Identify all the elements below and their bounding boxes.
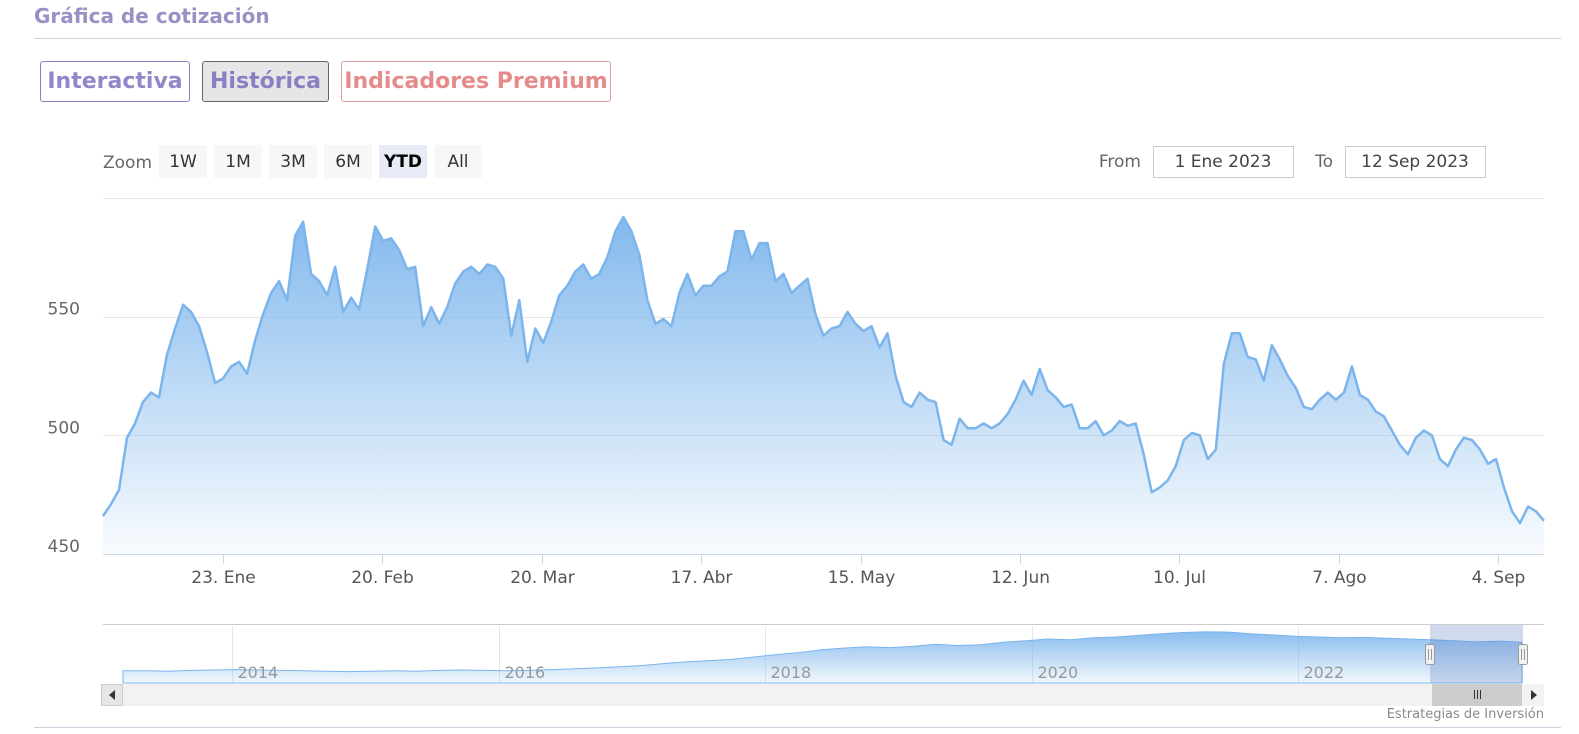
scroll-left-button[interactable] (101, 684, 123, 706)
from-date-value: 1 Ene 2023 (1175, 152, 1272, 172)
x-tick-label: 4. Sep (1472, 568, 1526, 588)
bottom-divider (34, 727, 1561, 728)
navigator-year-label: 2020 (1038, 663, 1079, 682)
scrollbar-track[interactable] (101, 684, 1544, 706)
to-date-value: 12 Sep 2023 (1361, 152, 1469, 172)
from-date-input[interactable]: 1 Ene 2023 (1153, 146, 1294, 178)
x-tick-label: 12. Jun (991, 568, 1050, 588)
y-tick-label: 550 (48, 300, 80, 320)
x-tick-label: 20. Mar (510, 568, 575, 588)
zoom-button-label: All (447, 152, 468, 172)
price-line (101, 215, 1545, 525)
zoom-button-all[interactable]: All (434, 145, 482, 178)
zoom-button-1w[interactable]: 1W (159, 145, 207, 178)
range-selector: Zoom 1W 1M 3M 6M YTD All From 1 Ene 202 (103, 145, 1486, 178)
zoom-button-1m[interactable]: 1M (214, 145, 262, 178)
navigator-area (122, 631, 1523, 684)
section-title: Gráfica de cotización (34, 4, 270, 28)
chart-credit: Estrategias de Inversión (1386, 707, 1544, 722)
tab-historica[interactable]: Histórica (202, 61, 329, 102)
tab-interactiva[interactable]: Interactiva (40, 61, 190, 102)
navigator-year-label: 2018 (771, 663, 812, 682)
tab-indicadores-premium[interactable]: Indicadores Premium (341, 61, 611, 102)
zoom-button-label: 1M (225, 152, 250, 172)
x-axis-labels: 23. Ene 20. Feb 20. Mar 17. Abr 15. May 12. J… (191, 554, 1525, 588)
zoom-button-label: YTD (383, 152, 422, 172)
price-area (103, 217, 1544, 554)
x-tick-label: 20. Feb (351, 568, 414, 588)
x-tick-label: 7. Ago (1312, 568, 1366, 588)
zoom-button-label: 3M (280, 152, 305, 172)
navigator-right-handle[interactable] (1518, 644, 1528, 665)
zoom-button-label: 1W (169, 152, 197, 172)
navigator-year-label: 2014 (238, 663, 279, 682)
to-label: To (1314, 152, 1333, 172)
navigator-year-labels: 2014 2016 2018 2020 2022 (238, 663, 1345, 682)
x-tick-label: 15. May (828, 568, 896, 588)
scrollbar[interactable] (101, 684, 1544, 706)
x-tick-label: 10. Jul (1153, 568, 1206, 588)
zoom-button-ytd[interactable]: YTD (379, 145, 427, 178)
scroll-right-button[interactable] (1522, 684, 1544, 706)
y-tick-label: 450 (48, 537, 80, 557)
zoom-button-6m[interactable]: 6M (324, 145, 372, 178)
to-date-input[interactable]: 12 Sep 2023 (1345, 146, 1486, 178)
navigator: 2014 2016 2018 2020 2022 (103, 624, 1544, 684)
navigator-left-handle[interactable] (1425, 644, 1435, 665)
zoom-label: Zoom (103, 153, 152, 173)
y-tick-label: 500 (48, 418, 80, 438)
navigator-year-label: 2016 (505, 663, 546, 682)
zoom-button-3m[interactable]: 3M (269, 145, 317, 178)
x-tick-label: 23. Ene (191, 568, 255, 588)
x-tick-label: 17. Abr (671, 568, 733, 588)
zoom-button-label: 6M (335, 152, 360, 172)
navigator-year-label: 2022 (1304, 663, 1345, 682)
navigator-selected-range[interactable] (1430, 625, 1523, 683)
y-axis-labels: 450 500 550 (48, 300, 80, 557)
scrollbar-grip-icon (1474, 690, 1481, 699)
title-divider (34, 38, 1561, 39)
arrow-right-icon (1531, 690, 1537, 700)
arrow-left-icon (109, 690, 115, 700)
from-label: From (1099, 152, 1141, 172)
